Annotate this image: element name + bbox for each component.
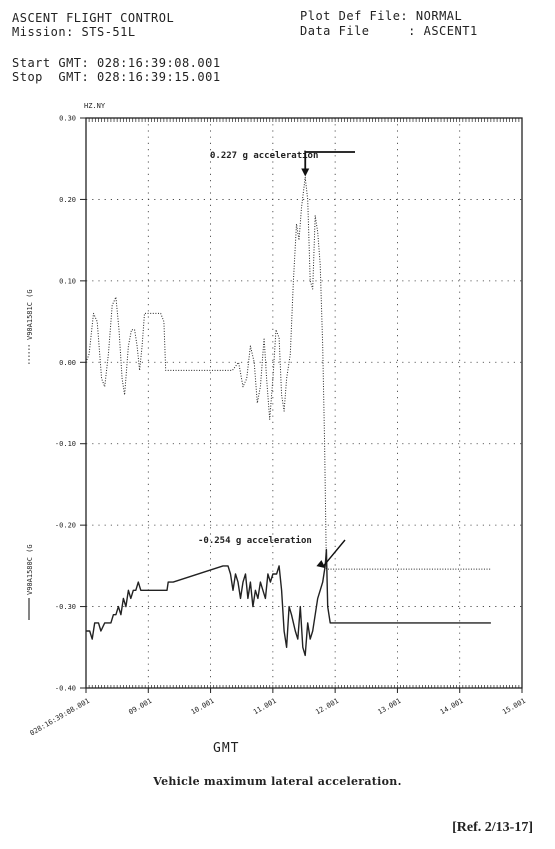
plot-def-row: Plot Def File: NORMAL — [300, 10, 462, 23]
annotation-min-arrowhead — [316, 560, 326, 569]
start-gmt-row: Start GMT: 028:16:39:08.001 — [12, 57, 221, 70]
start-value: 028:16:39:08.001 — [96, 56, 221, 70]
plot-def-value: NORMAL — [415, 9, 463, 23]
x-tick-label: 10.001 — [190, 697, 216, 717]
corner-label: HZ.NY — [84, 102, 106, 110]
legend-lower-text: V90A1580C (G — [26, 544, 34, 595]
legend-lower: V90A1580C (G — [26, 544, 34, 595]
figure-caption: Vehicle maximum lateral acceleration. — [153, 775, 402, 788]
x-tick-label: 028:16:39:08.001 — [29, 697, 91, 738]
chart-annotations: 0.227 g acceleration -0.254 g acceleratio… — [198, 150, 355, 569]
y-tick-label: 0.30 — [59, 115, 76, 123]
y-tick-label: -0.30 — [55, 603, 76, 611]
data-file-value: ASCENT1 — [423, 24, 478, 38]
annotation-max-arrowhead — [301, 168, 310, 177]
mission-label: Mission: — [12, 25, 74, 39]
mission-row: Mission: STS-51L — [12, 26, 136, 39]
data-file-row: Data File : ASCENT1 — [300, 25, 478, 38]
plot-frame — [85, 117, 523, 689]
x-tick-label: 13.001 — [377, 697, 403, 717]
series-line-2 — [86, 548, 491, 657]
plot-def-label: Plot Def File: — [300, 9, 409, 23]
stop-value: 028:16:39:15.001 — [96, 70, 221, 84]
y-tick-label: 0.00 — [59, 359, 76, 367]
x-tick-label: 12.001 — [314, 697, 340, 717]
y-tick-label: -0.20 — [55, 522, 76, 530]
mission-value: STS-51L — [81, 25, 136, 39]
series-line-1 — [85, 176, 491, 570]
annotation-min-text: -0.254 g acceleration — [198, 535, 312, 546]
x-tick-label: 11.001 — [252, 697, 278, 717]
y-tick-label: 0.20 — [59, 196, 76, 204]
chart-title: ASCENT FLIGHT CONTROL — [12, 11, 175, 25]
acceleration-chart: 0.30 0.20 0.10 0.00 -0.10 -0.20 -0.30 -0.40 028:… — [26, 102, 527, 738]
y-tick-label: -0.40 — [55, 685, 76, 693]
chart-grid — [86, 118, 522, 688]
y-tick-label: 0.10 — [59, 277, 76, 285]
annotation-min-arrow — [322, 539, 346, 567]
legend-upper-text: V90A1581C (G — [26, 289, 34, 340]
data-file-label: Data File : — [300, 24, 416, 38]
stop-gmt-row: Stop GMT: 028:16:39:15.001 — [12, 71, 221, 84]
x-tick-label: 15.001 — [501, 697, 527, 717]
x-tick-label: 14.001 — [439, 697, 465, 717]
x-axis-label: GMT — [213, 741, 240, 756]
y-tick-label: -0.10 — [55, 440, 76, 448]
stop-label: Stop GMT: — [12, 70, 90, 84]
start-label: Start GMT: — [12, 56, 90, 70]
chart-series — [85, 176, 491, 657]
annotation-max-text: 0.227 g acceleration — [210, 150, 318, 161]
chart-axes: 0.30 0.20 0.10 0.00 -0.10 -0.20 -0.30 -0.40 028:… — [29, 115, 527, 738]
reference-label: [Ref. 2/13-17] — [452, 820, 533, 835]
annotation-max-arrow — [304, 151, 355, 170]
x-tick-label: 09.001 — [127, 697, 153, 717]
legend-upper: V90A1581C (G — [26, 289, 34, 340]
